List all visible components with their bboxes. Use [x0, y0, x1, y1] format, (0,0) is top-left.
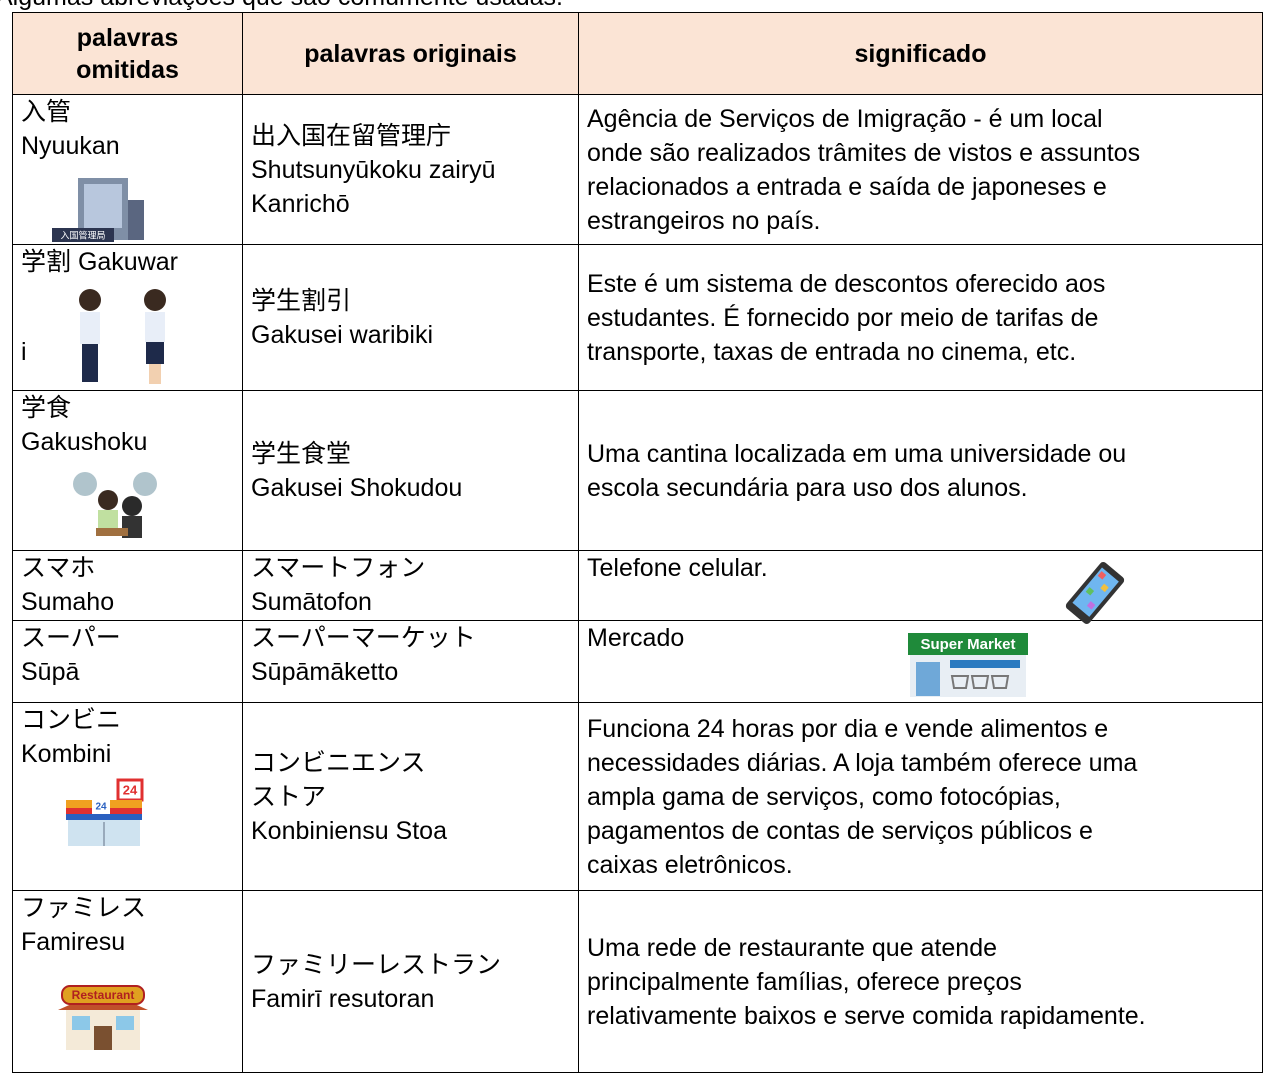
cell-line: estrangeiros no país. [587, 206, 821, 235]
cell-line: i [21, 338, 27, 366]
cell-line: コンビニエンス [251, 748, 426, 777]
table-cell: 学生割引 Gakusei waribiki [242, 244, 579, 391]
cell-line: 学生割引 [251, 286, 352, 315]
cell-line: palavras [76, 23, 179, 52]
cell-line: significado [854, 39, 987, 68]
cell-line: 入管 [21, 98, 72, 126]
table-cell: 入管 Nyuukan [12, 94, 243, 245]
cell-line: Sūpā [21, 658, 80, 686]
cell-line: palavras originais [304, 39, 517, 68]
table-cell: 学食 Gakushoku [12, 390, 243, 551]
cell-line: transporte, taxas de entrada no cinema, … [587, 337, 1077, 366]
cell-line: caixas eletrônicos. [587, 850, 793, 879]
cell-line: estudantes. É fornecido por meio de tari… [587, 303, 1099, 332]
cell-line: ampla gama de serviços, como fotocópias, [587, 782, 1061, 811]
cell-line: Sumātofon [251, 588, 372, 616]
table-row: ファミレス Famiresu ファミリーレストラン Famirī resutoran U… [12, 890, 1263, 1073]
table-cell: Telefone celular. [578, 550, 1263, 621]
cell-line: ファミレス [21, 894, 147, 922]
column-header: significado [578, 12, 1263, 95]
cell-line: 出入国在留管理庁 [251, 121, 452, 150]
cell-line: Funciona 24 horas por dia e vende alimen… [587, 714, 1109, 743]
table-cell: 学割 Gakuwar i [12, 244, 243, 391]
cell-line: スマホ [21, 554, 96, 582]
cell-line: Uma cantina localizada em uma universida… [587, 439, 1127, 468]
header-row: palavras omitidas palavras originais signif… [12, 12, 1263, 95]
cell-line: Nyuukan [21, 132, 120, 160]
table-cell: スマホ Sumaho [12, 550, 243, 621]
cell-line: コンビニ [21, 706, 122, 734]
cell-line: Famirī resutoran [251, 984, 435, 1013]
cell-line: omitidas [76, 55, 179, 84]
cell-line: Agência de Serviços de Imigração - é um … [587, 104, 1103, 133]
table-row: スーパー Sūpā スーパーマーケット Sūpāmāketto Mercado [12, 620, 1263, 703]
table-row: 学食 Gakushoku 学生食堂 Gakusei Shokudou Uma canti… [12, 390, 1263, 551]
table-cell: 出入国在留管理庁 Shutsunyūkoku zairyū Kanrichō [242, 94, 579, 245]
cell-line: escola secundária para uso dos alunos. [587, 473, 1028, 502]
table: palavras omitidas palavras originais signif… [12, 12, 1263, 1073]
table-cell: ファミレス Famiresu [12, 890, 243, 1073]
cell-line: principalmente famílias, oferece preços [587, 967, 1022, 996]
cell-line: スーパー [21, 624, 121, 652]
cell-line: Konbiniensu Stoa [251, 816, 447, 845]
cell-line: Gakusei waribiki [251, 320, 434, 349]
cell-line: Shutsunyūkoku zairyū [251, 155, 496, 184]
cell-line: necessidades diárias. A loja também ofer… [587, 748, 1138, 777]
cell-line: スマートフォン [251, 554, 426, 582]
table-cell: Mercado [578, 620, 1263, 703]
cell-line: ファミリーレストラン [251, 950, 502, 979]
table-row: コンビニ Kombini コンビニエンス ストア Konbiniensu Stoa Fun… [12, 702, 1263, 891]
cell-line: スーパーマーケット [251, 624, 476, 652]
cell-line: 学割 Gakuwar [21, 248, 178, 276]
cell-line: Sūpāmāketto [251, 658, 399, 686]
table-row: 入管 Nyuukan 出入国在留管理庁 Shutsunyūkoku zairyū Kan… [12, 94, 1263, 245]
cell-line: Sumaho [21, 588, 115, 616]
cell-line: Kombini [21, 740, 112, 768]
table-cell: スーパー Sūpā [12, 620, 243, 703]
table-cell: Uma rede de restaurante que atende princi… [578, 890, 1263, 1073]
table-cell: ファミリーレストラン Famirī resutoran [242, 890, 579, 1073]
cell-line: Famiresu [21, 928, 126, 956]
table-cell: Uma cantina localizada em uma universida… [578, 390, 1263, 551]
table-cell: スーパーマーケット Sūpāmāketto [242, 620, 579, 703]
table-cell: Este é um sistema de descontos oferecido… [578, 244, 1263, 391]
cell-line: relacionados a entrada e saída de japone… [587, 172, 1107, 201]
cell-line: Kanrichō [251, 189, 350, 218]
cell-line: Este é um sistema de descontos oferecido… [587, 269, 1106, 298]
cell-line: Uma rede de restaurante que atende [587, 933, 997, 962]
table-cell: Agência de Serviços de Imigração - é um … [578, 94, 1263, 245]
cell-line: 学生食堂 [251, 439, 352, 468]
cell-line: Mercado [587, 624, 685, 652]
cell-line: Gakushoku [21, 428, 148, 456]
cell-line: ストア [251, 782, 327, 811]
cell-line: Gakusei Shokudou [251, 473, 463, 502]
table-cell: Funciona 24 horas por dia e vende alimen… [578, 702, 1263, 891]
table-cell: 学生食堂 Gakusei Shokudou [242, 390, 579, 551]
column-header: palavras omitidas [12, 12, 243, 95]
table-row: スマホ Sumaho スマートフォン Sumātofon Telefone celula… [12, 550, 1263, 621]
cell-line: pagamentos de contas de serviços público… [587, 816, 1093, 845]
cell-line: Telefone celular. [587, 554, 768, 582]
cell-line: relativamente baixos e serve comida rapi… [587, 1001, 1146, 1030]
column-header: palavras originais [242, 12, 579, 95]
table-cell: スマートフォン Sumātofon [242, 550, 579, 621]
cell-line: onde são realizados trâmites de vistos e… [587, 138, 1141, 167]
cell-line: 学食 [21, 394, 72, 422]
table-cell: コンビニエンス ストア Konbiniensu Stoa [242, 702, 579, 891]
table-cell: コンビニ Kombini [12, 702, 243, 891]
title: Algumas abreviações que são comumente us… [0, 0, 563, 12]
table-row: 学割 Gakuwar i 学生割引 Gakusei waribiki Este é um… [12, 244, 1263, 391]
